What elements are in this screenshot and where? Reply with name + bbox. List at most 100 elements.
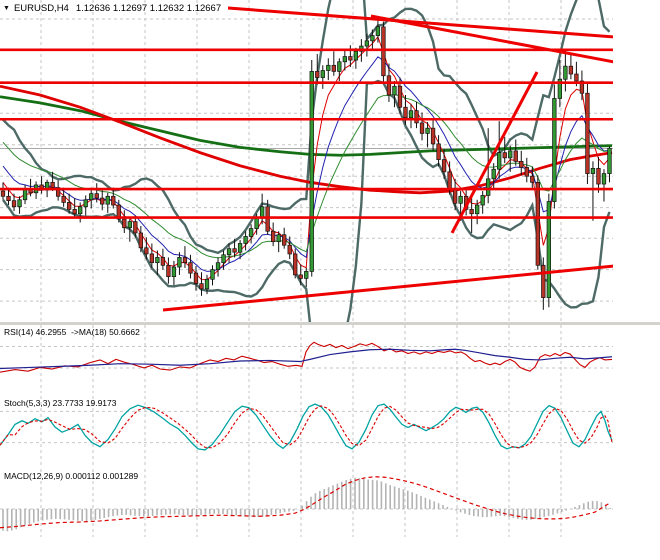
candle [579,80,585,94]
candle [276,234,281,243]
candle [497,152,502,170]
macd-indicator-label: MACD(12,26,9) 0.000112 0.001289 [4,471,139,481]
candle [441,159,447,173]
candle [22,188,28,201]
candle [171,266,177,277]
candle [248,228,254,237]
rsi-pane [0,325,613,393]
candle [155,257,160,264]
candle [392,85,397,96]
candle [243,236,248,244]
candle [508,150,513,159]
candle [254,216,259,229]
trendline [450,71,539,234]
rsi-indicator-label: RSI(14) 46.2955 ->MA(18) 50.6662 [4,327,140,337]
candle [271,230,276,243]
candle [552,98,557,202]
candle [342,56,347,63]
candle [199,283,204,290]
candle [480,195,485,206]
pane-divider-main-rsi [0,322,660,325]
candle [585,92,590,174]
candle [381,26,386,77]
candle [122,218,127,229]
main-price-pane [0,0,613,322]
candle [304,271,309,279]
candle [574,73,579,82]
candle [436,143,441,160]
candle [149,253,155,264]
chart-title-symbol: EURUSD,H4 [13,3,69,14]
candle [430,127,436,145]
candle [315,71,320,78]
candle [78,206,83,215]
candle [397,85,403,108]
candle [89,193,94,201]
candle [166,264,171,277]
candle [221,254,226,264]
candle [530,175,535,183]
candle [419,122,425,134]
candle [375,26,381,36]
candle [557,78,563,99]
candle [138,232,143,249]
candle [94,193,99,199]
candle [210,269,215,280]
candle [259,206,265,218]
candle [127,221,132,229]
candle [111,195,116,206]
candle [601,173,607,185]
candle [61,195,66,203]
candle [519,161,524,168]
candle [486,178,491,196]
candle [6,195,11,202]
candle [50,181,55,188]
candle [568,65,574,75]
candle [83,199,88,208]
candle [67,202,72,210]
trendline [370,14,613,64]
candle [182,257,188,264]
candle [232,248,237,253]
candle [105,195,110,205]
candle [607,147,612,174]
stoch-pane [0,396,613,466]
candle [491,168,496,180]
candle [364,40,370,47]
candle [452,188,458,204]
candle [370,35,375,42]
candle [541,264,546,298]
candle [326,64,331,71]
candle [502,152,507,159]
candle [447,171,452,189]
candle [403,106,408,119]
candle [144,247,149,255]
candle [177,257,182,268]
candle [596,167,601,185]
symbol-dropdown-icon[interactable]: ▼ [3,5,10,12]
candle [469,209,474,215]
candle [237,243,243,253]
candle [72,209,77,215]
candle [309,71,314,272]
candle [55,187,61,197]
candle [320,70,325,78]
candle [348,56,353,61]
candle [204,278,210,290]
candle [298,274,303,279]
candle [100,197,105,205]
candle [215,262,221,271]
candle [282,234,287,246]
candle [287,244,292,255]
candle [563,65,568,80]
candle [535,181,540,266]
candle [188,262,193,274]
candle [513,150,518,162]
candle [425,127,430,134]
candle [414,110,419,124]
candle [193,272,199,284]
candle [133,221,138,234]
candle [160,257,166,266]
